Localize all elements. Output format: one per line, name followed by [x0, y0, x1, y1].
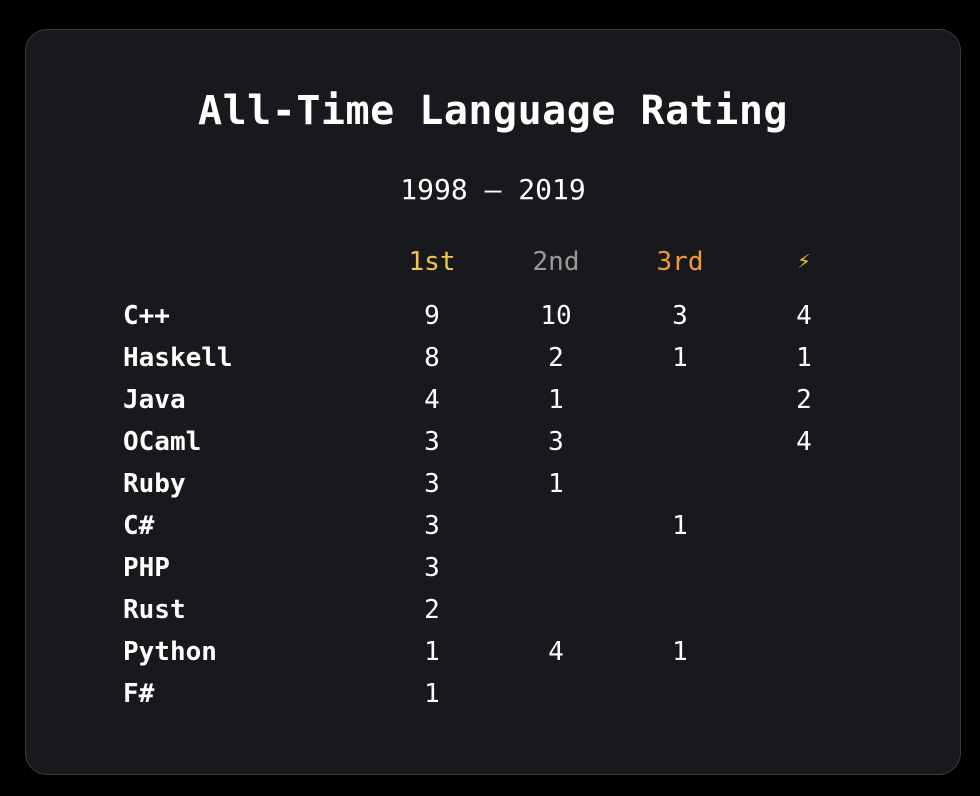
third-count: 1 [672, 511, 688, 541]
language-name: F# [123, 679, 155, 709]
language-name: C# [123, 511, 155, 541]
first-count: 1 [424, 637, 440, 667]
bolt-count: 2 [796, 385, 812, 415]
bolt-count: 4 [796, 427, 812, 457]
language-name: Rust [123, 595, 186, 625]
first-count: 3 [424, 427, 440, 457]
header-third-place: 3rd [656, 247, 704, 277]
second-count: 1 [548, 469, 564, 499]
language-name: Python [123, 637, 217, 667]
first-count: 3 [424, 469, 440, 499]
bolt-count: 4 [796, 301, 812, 331]
first-count: 4 [424, 385, 440, 415]
first-count: 3 [424, 553, 440, 583]
header-first-place: 1st [408, 247, 456, 277]
header-second-place: 2nd [532, 247, 580, 277]
language-name: Java [123, 385, 186, 415]
second-count: 2 [548, 343, 564, 373]
date-range-subtitle: 1998 — 2019 [400, 173, 586, 206]
language-name: Haskell [123, 343, 233, 373]
language-name: OCaml [123, 427, 202, 457]
third-count: 3 [672, 301, 688, 331]
second-count: 3 [548, 427, 564, 457]
first-count: 3 [424, 511, 440, 541]
page-title: All-Time Language Rating [198, 88, 788, 134]
lightning-icon: ⚡ [797, 249, 811, 274]
rating-card: All-Time Language Rating 1998 — 2019 1st… [25, 29, 961, 775]
first-count: 8 [424, 343, 440, 373]
first-count: 2 [424, 595, 440, 625]
second-count: 1 [548, 385, 564, 415]
language-name: Ruby [123, 469, 186, 499]
first-count: 1 [424, 679, 440, 709]
second-count: 10 [540, 301, 572, 331]
first-count: 9 [424, 301, 440, 331]
third-count: 1 [672, 343, 688, 373]
third-count: 1 [672, 637, 688, 667]
bolt-count: 1 [796, 343, 812, 373]
second-count: 4 [548, 637, 564, 667]
language-name: PHP [123, 553, 170, 583]
language-name: C++ [123, 301, 170, 331]
